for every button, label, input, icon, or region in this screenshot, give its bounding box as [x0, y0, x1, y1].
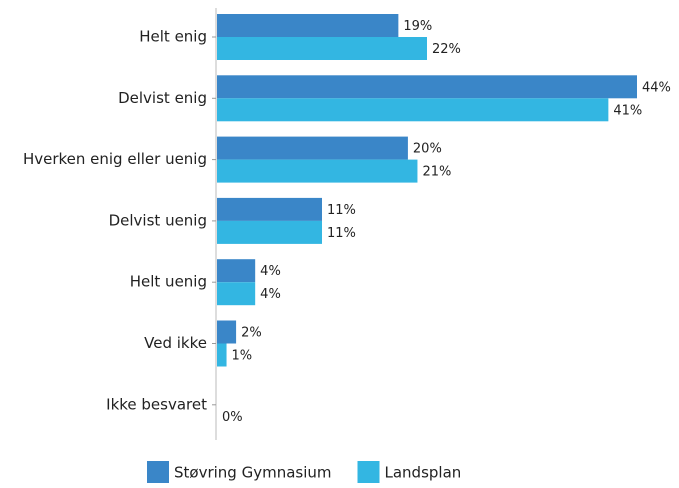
value-label: 4%: [260, 264, 281, 279]
legend-label: Landsplan: [385, 464, 462, 482]
value-label: 1%: [232, 349, 253, 364]
bar: [217, 197, 322, 221]
category-label: Helt uenig: [130, 273, 207, 291]
value-label: 11%: [327, 203, 356, 218]
value-label: 0%: [222, 410, 243, 425]
bar: [217, 75, 637, 99]
category-label: Ikke besvaret: [106, 395, 207, 413]
bar: [217, 159, 418, 183]
bar: [217, 14, 399, 37]
category-label: Hverken enig eller uenig: [23, 150, 207, 168]
category-label: Ved ikke: [144, 334, 207, 352]
legend-swatch: [357, 461, 380, 483]
value-label: 2%: [241, 326, 262, 341]
value-label: 19%: [403, 19, 432, 34]
value-label: 20%: [413, 142, 442, 157]
value-label: 22%: [432, 42, 461, 57]
bar: [217, 136, 408, 160]
legend-swatch: [147, 461, 169, 483]
bar: [217, 98, 609, 122]
bar: [217, 343, 227, 367]
value-label: 11%: [327, 226, 356, 241]
bar: [217, 320, 237, 344]
value-label: 41%: [613, 103, 642, 118]
value-label: 4%: [260, 287, 281, 302]
bar: [217, 37, 427, 60]
bar: [217, 282, 256, 306]
bar: [217, 259, 256, 283]
category-label: Helt enig: [139, 28, 207, 46]
legend-label: Støvring Gymnasium: [174, 464, 332, 482]
value-label: 21%: [422, 165, 451, 180]
category-label: Delvist uenig: [109, 211, 207, 229]
category-label: Delvist enig: [118, 89, 207, 107]
bar: [217, 220, 322, 244]
value-label: 44%: [642, 80, 671, 95]
